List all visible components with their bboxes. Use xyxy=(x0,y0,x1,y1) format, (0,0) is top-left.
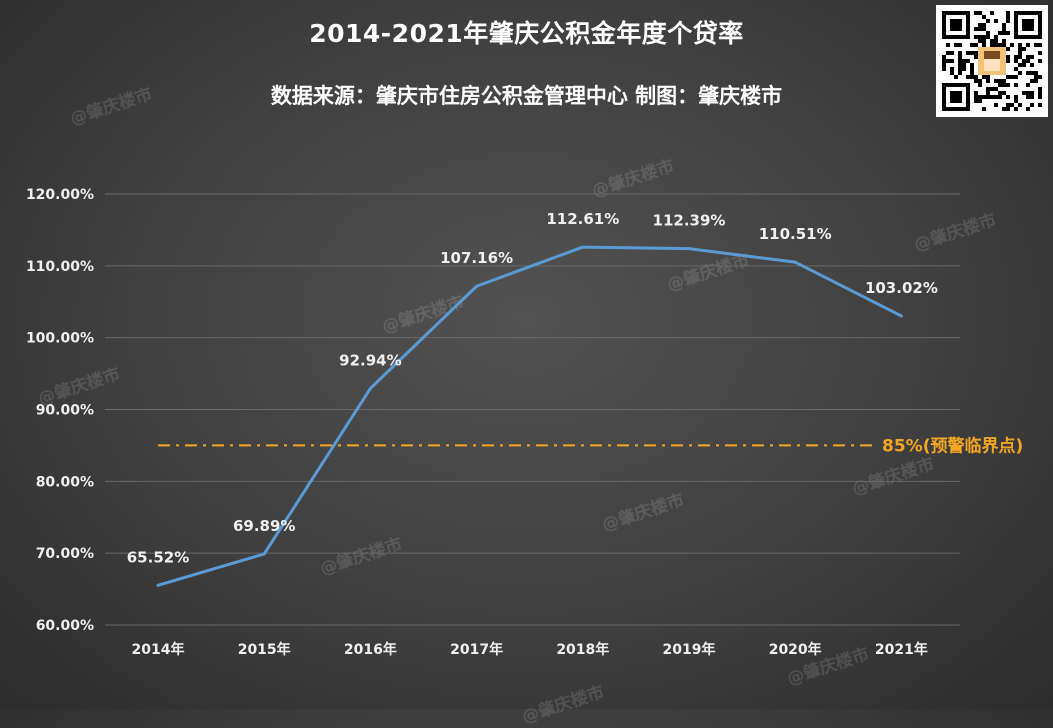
y-tick-label: 120.00% xyxy=(26,187,94,203)
data-label: 103.02% xyxy=(865,279,938,297)
x-tick-label: 2020年 xyxy=(769,641,822,658)
data-label: 65.52% xyxy=(127,548,189,566)
data-point xyxy=(581,245,585,249)
data-label: 107.16% xyxy=(440,249,513,267)
data-label: 112.39% xyxy=(653,212,726,230)
x-tick-label: 2014年 xyxy=(132,641,185,658)
data-point xyxy=(793,260,797,264)
y-tick-label: 90.00% xyxy=(36,403,94,419)
grid-lines xyxy=(105,193,960,626)
y-tick-label: 80.00% xyxy=(36,474,94,490)
data-point xyxy=(475,284,479,288)
series-line-group xyxy=(156,245,903,587)
chart-subtitle: 数据来源：肇庆市住房公积金管理中心 制图：肇庆楼市 xyxy=(270,84,783,108)
qr-code xyxy=(936,5,1048,117)
data-point xyxy=(368,386,372,390)
x-axis: 2014年 2015年 2016年 2017年 2018年 2019年 2020年 2021年 xyxy=(132,641,928,658)
data-point xyxy=(899,314,903,318)
x-tick-label: 2015年 xyxy=(238,641,291,658)
y-tick-label: 60.00% xyxy=(36,618,94,634)
reference-line-group: 85%(预警临界点) xyxy=(158,435,1023,456)
qr-code-graphic xyxy=(942,11,1042,111)
x-tick-label: 2021年 xyxy=(875,641,928,658)
data-label: 112.61% xyxy=(546,210,619,228)
data-point xyxy=(262,552,266,556)
data-labels: 65.52% 69.89% 92.94% 107.16% 112.61% 112.39% 1… xyxy=(127,210,938,566)
y-tick-label: 100.00% xyxy=(26,331,94,347)
x-tick-label: 2018年 xyxy=(556,641,609,658)
line-chart: 60.00% 70.00% 80.00% 90.00% 100.00% 110.00% 12… xyxy=(26,187,1023,658)
data-point xyxy=(687,247,691,251)
x-tick-label: 2017年 xyxy=(450,641,503,658)
y-tick-label: 70.00% xyxy=(36,546,94,562)
data-label: 110.51% xyxy=(759,225,832,243)
data-label: 69.89% xyxy=(233,517,295,535)
reference-line-label: 85%(预警临界点) xyxy=(882,435,1023,456)
y-axis: 60.00% 70.00% 80.00% 90.00% 100.00% 110.00% 12… xyxy=(26,187,94,634)
x-tick-label: 2019年 xyxy=(663,641,716,658)
data-point xyxy=(156,583,160,587)
series-line xyxy=(157,245,903,587)
chart-title: 2014-2021年肇庆公积金年度个贷率 xyxy=(309,19,744,48)
y-tick-label: 110.00% xyxy=(26,259,94,275)
data-label: 92.94% xyxy=(339,351,401,369)
x-tick-label: 2016年 xyxy=(344,641,397,658)
